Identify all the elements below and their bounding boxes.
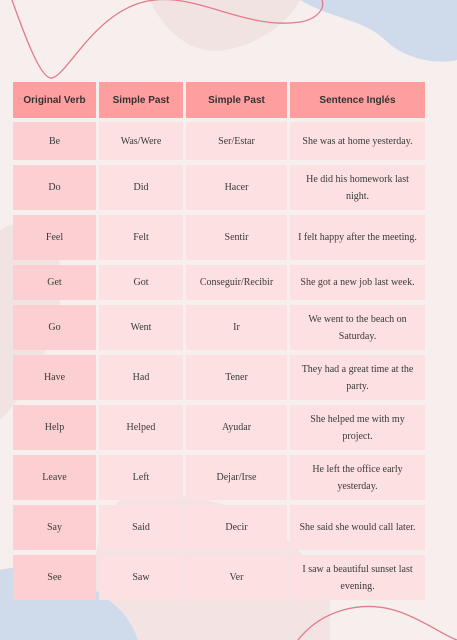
pink-blob-top	[150, 0, 300, 51]
cell-simple-past-spanish: Ser/Estar	[186, 122, 287, 160]
cell-sentence: They had a great time at the party.	[290, 355, 425, 400]
cell-sentence: She was at home yesterday.	[290, 122, 425, 160]
cell-simple-past: Felt	[99, 215, 183, 260]
cell-simple-past: Left	[99, 455, 183, 500]
cell-original-verb: Do	[13, 165, 96, 210]
cell-sentence: He did his homework last night.	[290, 165, 425, 210]
cell-original-verb: Go	[13, 305, 96, 350]
blue-blob-top-right	[300, 0, 457, 62]
cell-simple-past-spanish: Ir	[186, 305, 287, 350]
cell-original-verb: Get	[13, 265, 96, 300]
verb-table: Original Verb Simple Past Simple Past Sente…	[13, 82, 425, 605]
cell-simple-past-spanish: Dejar/Irse	[186, 455, 287, 500]
cell-simple-past: Did	[99, 165, 183, 210]
cell-original-verb: Feel	[13, 215, 96, 260]
cell-simple-past-spanish: Tener	[186, 355, 287, 400]
curved-line-top	[11, 0, 324, 79]
cell-simple-past-spanish: Sentir	[186, 215, 287, 260]
cell-sentence: We went to the beach on Saturday.	[290, 305, 425, 350]
cell-original-verb: Say	[13, 505, 96, 550]
header-original-verb: Original Verb	[13, 82, 96, 118]
cell-original-verb: See	[13, 555, 96, 600]
cell-simple-past: Got	[99, 265, 183, 300]
header-sentence-ingles: Sentence Inglés	[290, 82, 425, 118]
cell-simple-past-spanish: Ver	[186, 555, 287, 600]
cell-sentence: She helped me with my project.	[290, 405, 425, 450]
cell-simple-past: Saw	[99, 555, 183, 600]
cell-sentence: She got a new job last week.	[290, 265, 425, 300]
cell-original-verb: Leave	[13, 455, 96, 500]
cell-sentence: I felt happy after the meeting.	[290, 215, 425, 260]
cell-simple-past-spanish: Hacer	[186, 165, 287, 210]
curved-line-bottom	[297, 605, 457, 640]
cell-simple-past: Was/Were	[99, 122, 183, 160]
cell-sentence: I saw a beautiful sunset last evening.	[290, 555, 425, 600]
header-simple-past-spanish: Simple Past	[186, 82, 287, 118]
cell-original-verb: Help	[13, 405, 96, 450]
cell-sentence: He left the office early yesterday.	[290, 455, 425, 500]
cell-simple-past-spanish: Conseguir/Recibir	[186, 265, 287, 300]
cell-original-verb: Have	[13, 355, 96, 400]
cell-simple-past: Said	[99, 505, 183, 550]
cell-simple-past: Helped	[99, 405, 183, 450]
cell-original-verb: Be	[13, 122, 96, 160]
cell-simple-past-spanish: Ayudar	[186, 405, 287, 450]
cell-simple-past-spanish: Decir	[186, 505, 287, 550]
cell-sentence: She said she would call later.	[290, 505, 425, 550]
cell-simple-past: Had	[99, 355, 183, 400]
cell-simple-past: Went	[99, 305, 183, 350]
header-simple-past: Simple Past	[99, 82, 183, 118]
